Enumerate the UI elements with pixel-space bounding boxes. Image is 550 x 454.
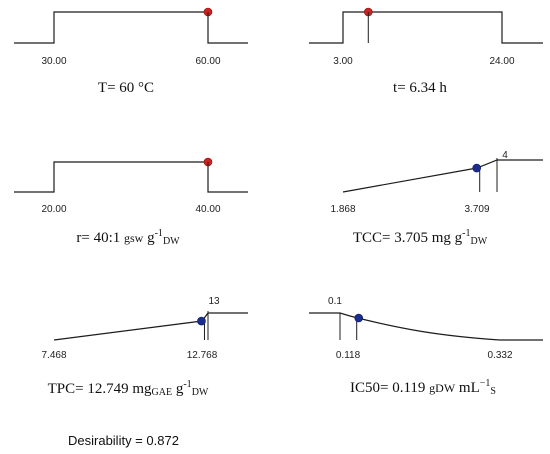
tick-label: 30.00 — [41, 56, 67, 67]
ramp-line — [342, 159, 543, 193]
caption-sub: DW — [470, 236, 488, 247]
caption-sub: DW — [162, 236, 180, 247]
tick-label: 24.00 — [489, 56, 515, 67]
ramp-line — [309, 312, 543, 341]
caption-sub: S — [490, 386, 496, 397]
desirability-label: Desirability = 0.872 — [68, 433, 179, 448]
caption-text: IC50= 0.119 — [350, 380, 430, 396]
current-value-marker — [472, 163, 482, 173]
caption-unit: mL — [455, 380, 480, 396]
current-value-marker — [197, 316, 206, 326]
ramp-line — [14, 161, 248, 193]
ramp-line — [53, 312, 248, 341]
tick-label: 12.768 — [186, 350, 218, 361]
caption-sup: -1 — [154, 228, 163, 239]
caption-text: T= 60 °C — [97, 80, 155, 96]
top-limit-label: 13 — [208, 296, 220, 307]
ramp-line — [309, 11, 543, 44]
caption-sup: −1 — [479, 378, 491, 389]
caption-text: t= 6.34 h — [393, 80, 447, 96]
tick-label: 20.00 — [41, 204, 67, 215]
tick-label: 3.00 — [333, 56, 353, 67]
caption-unit-small: gsw — [124, 231, 144, 245]
caption-tcc: TCC= 3.705 mg g-1DW — [353, 228, 487, 247]
caption-ratio: r= 40:1 gsw g-1DW — [76, 228, 179, 247]
caption-sub-gae: GAE — [151, 387, 173, 398]
tick-label: 60.00 — [195, 56, 221, 67]
tick-label: 0.332 — [487, 350, 513, 361]
tick-label: 7.468 — [41, 350, 67, 361]
caption-text: r= 40:1 — [76, 230, 125, 246]
caption-temperature: T= 60 °C — [98, 80, 154, 97]
caption-mid: g — [172, 381, 184, 397]
tick-label: 40.00 — [195, 204, 221, 215]
caption-sup: -1 — [462, 228, 471, 239]
caption-time: t= 6.34 h — [393, 80, 447, 97]
top-limit-label: 4 — [502, 150, 508, 161]
caption-text: TPC= 12.749 mg — [47, 381, 152, 397]
top-limit-label: 0.1 — [328, 296, 342, 307]
caption-sub: DW — [191, 387, 209, 398]
ramp-line — [14, 11, 248, 44]
current-value-marker — [354, 313, 364, 323]
tick-label: 1.868 — [330, 204, 356, 215]
caption-unit: g — [143, 230, 155, 246]
caption-ic50: IC50= 0.119 gDW mL−1S — [350, 378, 496, 397]
caption-unit-small: gDW — [429, 381, 456, 395]
tick-label: 0.118 — [335, 350, 361, 361]
caption-text: TCC= 3.705 mg g — [352, 230, 463, 246]
tick-label: 3.709 — [464, 204, 490, 215]
caption-tpc: TPC= 12.749 mgGAE g-1DW — [48, 379, 209, 398]
caption-sup: -1 — [183, 379, 192, 390]
